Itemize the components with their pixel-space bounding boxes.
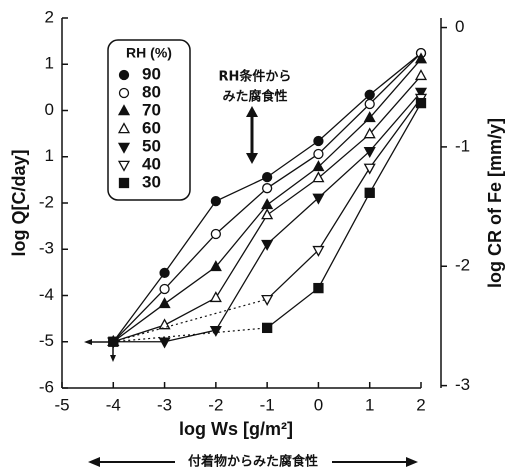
point: [414, 52, 428, 64]
x-tick-label: -4: [106, 395, 121, 414]
x-tick-label: 1: [365, 395, 374, 414]
y-tick-label: -4: [39, 285, 54, 304]
x-tick-label: -2: [208, 395, 223, 414]
point: [261, 322, 273, 334]
point: [261, 208, 274, 220]
legend-marker: [118, 69, 130, 81]
point: [261, 239, 274, 251]
y-tick-label: -2: [39, 192, 54, 211]
legend-marker: [117, 160, 131, 172]
legend-label: 50: [142, 136, 161, 155]
x-tick-label: -3: [157, 395, 172, 414]
ws-arrow: [88, 457, 418, 467]
y2-tick-label: -3: [455, 375, 470, 394]
gap-connector: [113, 327, 268, 343]
series-line: [266, 97, 422, 300]
point: [313, 135, 324, 147]
annotation: RH条件から: [219, 69, 292, 85]
point: [415, 97, 427, 109]
point: [261, 183, 273, 194]
y2-tick-label: -1: [455, 136, 470, 155]
point: [209, 325, 222, 337]
y-tick-label: -3: [39, 239, 54, 258]
point: [159, 267, 170, 278]
point: [364, 187, 375, 198]
y-tick-label: -6: [39, 377, 54, 396]
point: [261, 171, 273, 183]
x-tick-label: -1: [260, 395, 275, 414]
legend-label: 60: [142, 118, 161, 137]
point: [363, 146, 376, 158]
legend-marker: [117, 122, 131, 134]
point: [312, 245, 325, 257]
point: [312, 160, 325, 172]
legend-marker: [117, 104, 131, 116]
rh-arrow: [246, 106, 258, 164]
point: [312, 193, 325, 205]
point: [209, 260, 222, 272]
point: [210, 195, 222, 207]
legend-label: 90: [142, 64, 161, 83]
y-tick-label: 2: [45, 7, 54, 26]
legend-label: 70: [142, 100, 161, 119]
point: [363, 127, 376, 139]
y-tick-label: 0: [45, 100, 54, 119]
point: [363, 163, 376, 175]
legend-marker: [118, 87, 130, 99]
legend-box: [107, 39, 191, 201]
legend-label: 40: [142, 154, 161, 173]
y2-tick-label: 0: [455, 17, 464, 36]
point: [414, 87, 428, 99]
point: [158, 297, 171, 309]
gap-connector: [113, 298, 268, 343]
y2-axis-label: log CR of Fe [mm/y]: [485, 118, 505, 288]
point: [261, 198, 274, 210]
series-line: [266, 102, 422, 329]
point: [364, 89, 375, 100]
point: [363, 111, 376, 123]
point: [158, 337, 171, 349]
legend-title: RH (%): [126, 45, 172, 61]
y2-tick-label: -2: [455, 256, 470, 275]
point: [108, 336, 119, 347]
annotation: 付着物からみた腐食性: [188, 454, 318, 470]
x-axis-label: log Ws [g/m²]: [179, 419, 293, 439]
y-tick-label: -5: [39, 331, 54, 350]
point: [364, 98, 375, 110]
point: [209, 291, 222, 303]
x-tick-label: -5: [54, 395, 69, 414]
y-tick-label: 1: [45, 146, 54, 165]
point: [414, 69, 428, 81]
point: [261, 294, 274, 306]
annotation: みた腐食性: [222, 89, 287, 105]
point: [210, 228, 222, 240]
point: [313, 282, 324, 294]
point: [159, 283, 170, 295]
x-tick-label: 0: [314, 395, 323, 414]
x-tick-label: 2: [416, 395, 425, 414]
legend-marker: [118, 177, 130, 189]
point: [158, 318, 171, 330]
point: [313, 148, 324, 160]
y-tick-label: 1: [45, 54, 54, 73]
point: [312, 171, 325, 183]
legend-marker: [117, 142, 131, 154]
legend-label: 80: [142, 82, 161, 101]
y-axis-label: log Q[C/day]: [9, 150, 29, 257]
legend-label: 30: [142, 172, 161, 191]
